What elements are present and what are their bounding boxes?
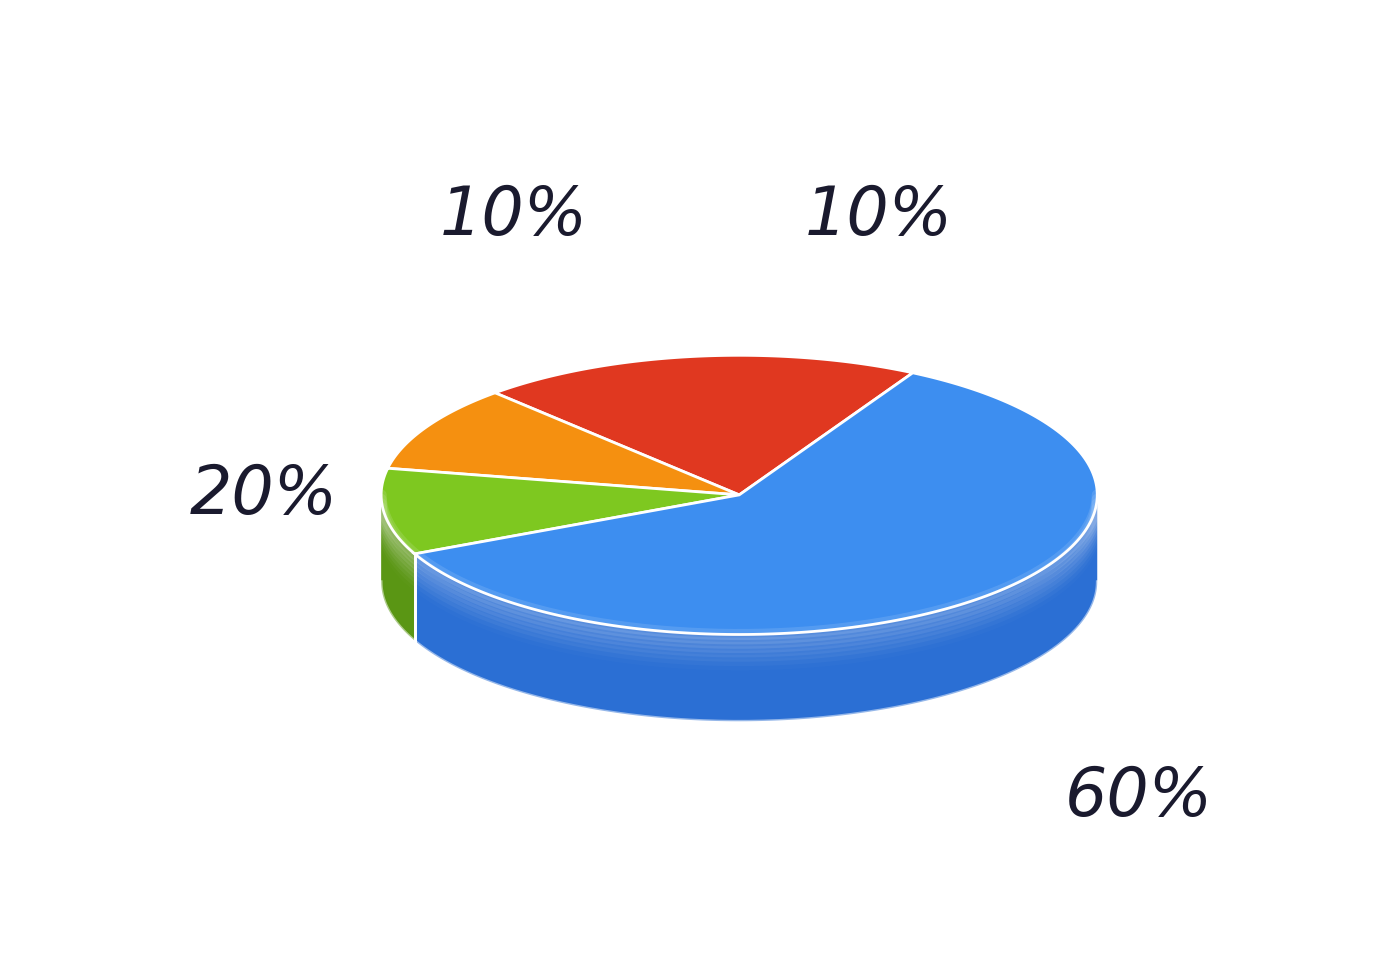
Text: 10%: 10% bbox=[440, 182, 588, 249]
Text: 60%: 60% bbox=[1064, 763, 1212, 830]
Polygon shape bbox=[381, 495, 414, 641]
Polygon shape bbox=[381, 468, 739, 554]
Text: 10%: 10% bbox=[804, 182, 952, 249]
Polygon shape bbox=[388, 393, 739, 495]
Polygon shape bbox=[414, 372, 1098, 634]
Polygon shape bbox=[496, 356, 913, 495]
Polygon shape bbox=[414, 496, 1098, 721]
Text: 20%: 20% bbox=[190, 462, 337, 528]
